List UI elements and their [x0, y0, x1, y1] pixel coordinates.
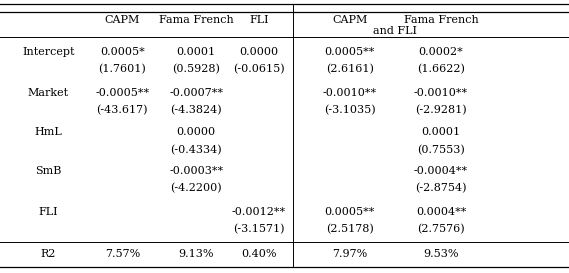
- Text: 7.97%: 7.97%: [332, 249, 368, 259]
- Text: 0.0005**: 0.0005**: [325, 207, 375, 216]
- Text: (-0.4334): (-0.4334): [171, 144, 222, 155]
- Text: FLI: FLI: [39, 207, 58, 216]
- Text: Fama French: Fama French: [159, 16, 234, 25]
- Text: 0.0000: 0.0000: [177, 127, 216, 137]
- Text: (-2.9281): (-2.9281): [415, 105, 467, 115]
- Text: (-3.1571): (-3.1571): [233, 224, 284, 234]
- Text: (-4.3824): (-4.3824): [171, 105, 222, 115]
- Text: (2.6161): (2.6161): [326, 64, 374, 74]
- Text: (-3.1035): (-3.1035): [324, 105, 376, 115]
- Text: R2: R2: [40, 249, 56, 259]
- Text: 0.0005**: 0.0005**: [325, 47, 375, 57]
- Text: (-0.0615): (-0.0615): [233, 64, 284, 74]
- Text: 9.53%: 9.53%: [423, 249, 459, 259]
- Text: (0.5928): (0.5928): [172, 64, 220, 74]
- Text: and FLI: and FLI: [373, 26, 418, 35]
- Text: -0.0004**: -0.0004**: [414, 166, 468, 176]
- Text: SmB: SmB: [35, 166, 61, 176]
- Text: -0.0003**: -0.0003**: [169, 166, 224, 176]
- Text: (-4.2200): (-4.2200): [171, 183, 222, 193]
- Text: (2.7576): (2.7576): [417, 224, 465, 234]
- Text: CAPM: CAPM: [332, 16, 368, 25]
- Text: Fama French: Fama French: [403, 16, 479, 25]
- Text: -0.0010**: -0.0010**: [414, 88, 468, 98]
- Text: 0.40%: 0.40%: [241, 249, 277, 259]
- Text: (-43.617): (-43.617): [97, 105, 148, 115]
- Text: 0.0002*: 0.0002*: [419, 47, 463, 57]
- Text: FLI: FLI: [249, 16, 269, 25]
- Text: (1.6622): (1.6622): [417, 64, 465, 74]
- Text: (2.5178): (2.5178): [326, 224, 374, 234]
- Text: (1.7601): (1.7601): [98, 64, 146, 74]
- Text: -0.0010**: -0.0010**: [323, 88, 377, 98]
- Text: 0.0005*: 0.0005*: [100, 47, 145, 57]
- Text: 0.0001: 0.0001: [422, 127, 460, 137]
- Text: Market: Market: [28, 88, 69, 98]
- Text: 0.0001: 0.0001: [177, 47, 216, 57]
- Text: Intercept: Intercept: [22, 47, 75, 57]
- Text: HmL: HmL: [35, 127, 62, 137]
- Text: 0.0004**: 0.0004**: [416, 207, 466, 216]
- Text: (-2.8754): (-2.8754): [415, 183, 467, 193]
- Text: 9.13%: 9.13%: [179, 249, 214, 259]
- Text: -0.0012**: -0.0012**: [232, 207, 286, 216]
- Text: 0.0000: 0.0000: [240, 47, 278, 57]
- Text: 7.57%: 7.57%: [105, 249, 140, 259]
- Text: -0.0005**: -0.0005**: [95, 88, 150, 98]
- Text: -0.0007**: -0.0007**: [170, 88, 223, 98]
- Text: CAPM: CAPM: [105, 16, 140, 25]
- Text: (0.7553): (0.7553): [417, 144, 465, 155]
